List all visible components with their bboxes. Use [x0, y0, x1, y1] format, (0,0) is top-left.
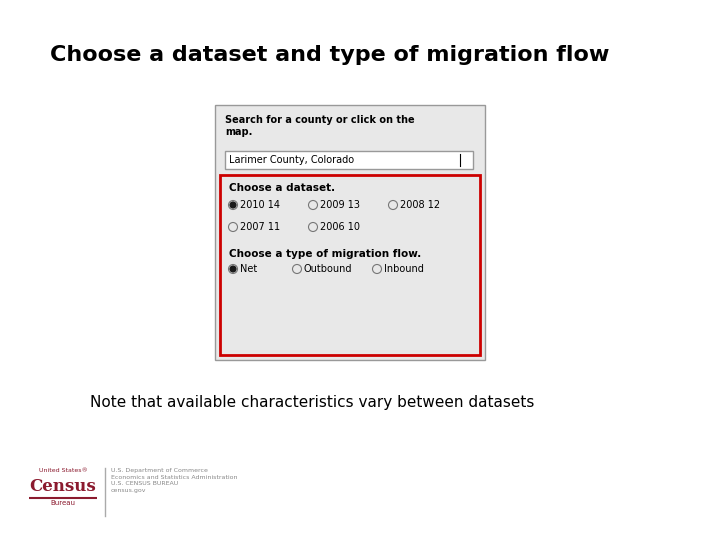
Text: Choose a type of migration flow.: Choose a type of migration flow.	[229, 249, 421, 259]
Text: Choose a dataset and type of migration flow: Choose a dataset and type of migration f…	[50, 45, 609, 65]
Circle shape	[292, 265, 302, 273]
Text: 2007 11: 2007 11	[240, 222, 280, 232]
Text: 2010 14: 2010 14	[240, 200, 280, 210]
FancyBboxPatch shape	[220, 175, 480, 355]
Text: 2009 13: 2009 13	[320, 200, 360, 210]
FancyBboxPatch shape	[215, 105, 485, 360]
Circle shape	[308, 200, 318, 210]
Text: Inbound: Inbound	[384, 264, 424, 274]
FancyBboxPatch shape	[225, 151, 473, 169]
Text: Bureau: Bureau	[50, 500, 76, 506]
Text: Census: Census	[30, 478, 96, 495]
Circle shape	[308, 222, 318, 232]
Text: 2006 10: 2006 10	[320, 222, 360, 232]
Text: United States®: United States®	[39, 468, 87, 473]
Text: Larimer County, Colorado: Larimer County, Colorado	[229, 155, 354, 165]
Text: Note that available characteristics vary between datasets: Note that available characteristics vary…	[90, 395, 534, 410]
Circle shape	[372, 265, 382, 273]
Text: 2008 12: 2008 12	[400, 200, 440, 210]
Text: Choose a dataset.: Choose a dataset.	[229, 183, 335, 193]
Circle shape	[389, 200, 397, 210]
Text: Outbound: Outbound	[304, 264, 353, 274]
Circle shape	[228, 200, 238, 210]
Circle shape	[230, 202, 236, 208]
Circle shape	[228, 265, 238, 273]
Circle shape	[230, 266, 236, 272]
Text: Net: Net	[240, 264, 257, 274]
Text: Search for a county or click on the
map.: Search for a county or click on the map.	[225, 115, 415, 137]
Circle shape	[228, 222, 238, 232]
Text: U.S. Department of Commerce
Economics and Statistics Administration
U.S. CENSUS : U.S. Department of Commerce Economics an…	[111, 468, 238, 493]
